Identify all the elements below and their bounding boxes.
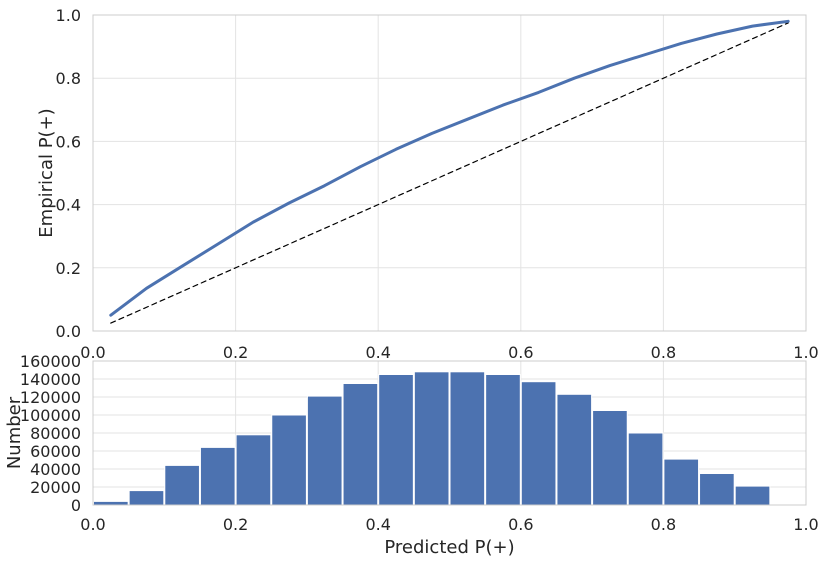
bottom-y-tick-label: 120000 — [20, 388, 81, 407]
bottom-y-tick-label: 40000 — [30, 460, 81, 479]
bottom-y-tick-label: 140000 — [20, 370, 81, 389]
top-x-tick-label: 0.8 — [651, 343, 676, 362]
histogram-bar — [164, 464, 200, 506]
bottom-y-tick-label: 20000 — [30, 478, 81, 497]
top-y-tick-label: 0.4 — [56, 196, 81, 215]
histogram-bar — [235, 434, 272, 506]
perfect-calibration-line — [110, 22, 789, 324]
top-y-tick-label: 1.0 — [56, 6, 81, 25]
bottom-tick-labels: 0.0 0.2 0.4 0.6 0.8 1.00200004000060000800001… — [20, 352, 819, 534]
top-y-tick-label: 0.2 — [56, 259, 81, 278]
top-y-tick-label: 0.6 — [56, 132, 81, 151]
bottom-y-tick-label: 160000 — [20, 352, 81, 371]
histogram-bar — [306, 395, 343, 506]
top-x-tick-label: 0.4 — [365, 343, 390, 362]
bottom-x-tick-label: 0.0 — [80, 515, 105, 534]
bottom-y-tick-label: 80000 — [30, 424, 81, 443]
bottom-plot-area — [93, 371, 771, 506]
top-y-tick-label: 0.0 — [56, 322, 81, 341]
top-tick-labels: 0.0 0.2 0.4 0.6 0.8 1.0 0.0 0.2 0.4 0.6 0.8 1.0 — [56, 6, 819, 362]
calibration-line — [109, 19, 790, 317]
histogram-bar — [378, 374, 414, 506]
histogram-bar — [520, 381, 557, 506]
calibration-chart: 0.0 0.2 0.4 0.6 0.8 1.0 0.0 0.2 0.4 0.6 0.8 1.0 Emp… — [36, 6, 819, 362]
histogram-bar — [128, 490, 165, 506]
top-x-tick-label: 0.0 — [80, 343, 105, 362]
histogram-bar — [449, 371, 486, 506]
histogram-bar — [663, 458, 700, 506]
bottom-x-tick-label: 1.0 — [793, 515, 818, 534]
histogram-bar — [699, 473, 735, 506]
histogram-bar — [592, 410, 628, 506]
histogram-bar — [271, 414, 307, 506]
top-plot-area — [109, 19, 790, 324]
bottom-y-tick-label: 60000 — [30, 442, 81, 461]
bottom-plot-frame — [92, 360, 807, 506]
histogram-chart: 0.0 0.2 0.4 0.6 0.8 1.00200004000060000800001… — [4, 352, 819, 558]
histogram-bar — [342, 383, 379, 506]
histogram-bar — [627, 432, 664, 506]
bottom-x-tick-label: 0.8 — [651, 515, 676, 534]
top-x-tick-label: 0.6 — [508, 343, 533, 362]
top-y-tick-label: 0.8 — [56, 69, 81, 88]
histogram-bar — [199, 446, 236, 506]
number-y-axis-label: Number — [4, 396, 25, 469]
top-x-tick-label: 0.2 — [223, 343, 248, 362]
histogram-bar — [556, 393, 593, 506]
bottom-x-tick-label: 0.4 — [365, 515, 390, 534]
bottom-x-tick-label: 0.2 — [223, 515, 248, 534]
predicted-x-axis-label: Predicted P(+) — [384, 537, 514, 558]
histogram-bar — [734, 485, 771, 506]
empirical-y-axis-label: Empirical P(+) — [36, 108, 57, 237]
histogram-bar — [413, 371, 450, 506]
bottom-y-tick-label: 100000 — [20, 406, 81, 425]
bottom-x-tick-label: 0.6 — [508, 515, 533, 534]
top-x-tick-label: 1.0 — [793, 343, 818, 362]
top-plot-frame — [92, 14, 807, 332]
bottom-y-tick-label: 0 — [71, 496, 81, 515]
histogram-bar — [93, 500, 129, 506]
histogram-bar — [485, 374, 521, 506]
